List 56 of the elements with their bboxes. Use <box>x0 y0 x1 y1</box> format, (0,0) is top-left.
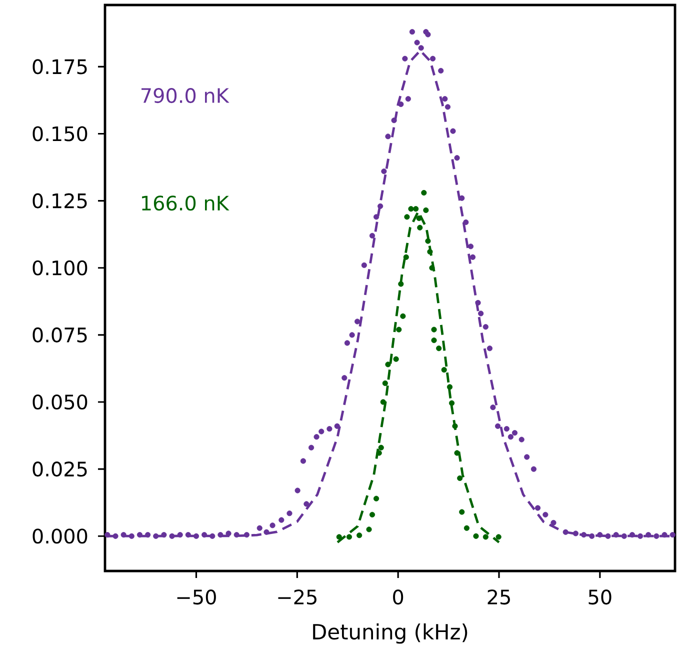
y-tick-label: 0.150 <box>32 126 88 142</box>
point <box>431 326 437 332</box>
point <box>421 190 427 196</box>
point <box>482 534 488 540</box>
point <box>403 254 409 260</box>
point <box>431 338 437 344</box>
point <box>454 450 460 456</box>
point <box>448 400 455 406</box>
point <box>417 224 423 230</box>
point <box>356 532 362 538</box>
point <box>441 367 447 373</box>
point <box>378 444 384 450</box>
text: 166.0 nK <box>142 196 230 211</box>
point <box>464 525 470 531</box>
x-tick-label: 25 <box>488 590 510 605</box>
y-tick-label: 0.025 <box>32 462 87 477</box>
x-axis-title: Detuning (kHz) <box>313 623 468 644</box>
point <box>346 534 352 540</box>
x-tick-label: −25 <box>278 590 316 605</box>
point <box>457 475 463 481</box>
y-tick-label: 0.125 <box>32 193 87 208</box>
x-tick-label: 0 <box>393 590 404 605</box>
text: 790.0 nK <box>142 88 230 104</box>
point <box>393 356 399 362</box>
y-tick-label: 0.000 <box>32 528 88 544</box>
point <box>423 207 429 214</box>
point <box>413 206 419 212</box>
point <box>396 326 402 332</box>
point <box>436 346 442 352</box>
point <box>398 281 404 287</box>
point <box>473 533 479 539</box>
point <box>404 214 410 220</box>
point <box>416 215 422 222</box>
y-tick-label: 0.175 <box>32 59 87 74</box>
point <box>427 248 433 255</box>
point <box>496 534 502 540</box>
point <box>446 384 453 390</box>
point <box>459 509 465 515</box>
y-tick-label: 0.100 <box>32 260 88 276</box>
point <box>373 496 380 502</box>
point <box>376 450 382 456</box>
point <box>429 265 435 271</box>
x-tick-label: 50 <box>588 590 612 605</box>
y-tick-label: 0.075 <box>32 327 87 342</box>
point <box>382 380 388 386</box>
point <box>369 512 376 518</box>
x-tick-label: −50 <box>177 590 216 605</box>
point <box>452 423 458 429</box>
y-tick-label: 0.050 <box>32 394 88 410</box>
point <box>425 238 431 244</box>
point <box>400 313 406 319</box>
point <box>366 526 372 532</box>
point <box>380 399 386 405</box>
point <box>385 362 391 368</box>
point <box>336 534 342 540</box>
point <box>408 206 414 212</box>
